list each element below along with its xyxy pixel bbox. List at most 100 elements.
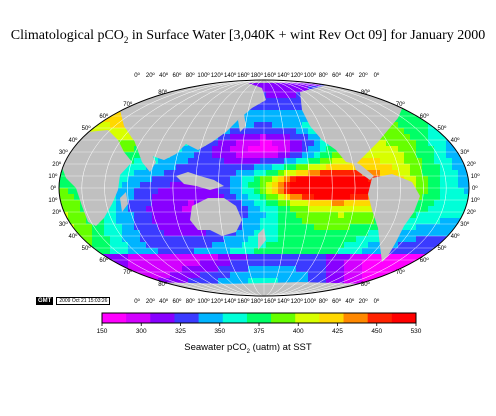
grid-cell [470, 278, 476, 284]
lat-label-right: 30º [460, 221, 470, 228]
grid-cell [200, 242, 207, 249]
grid-cell [86, 86, 93, 93]
grid-cell [290, 152, 297, 159]
grid-cell [74, 86, 81, 93]
grid-cell [338, 182, 345, 189]
grid-cell [410, 104, 417, 111]
grid-cell [470, 116, 476, 122]
grid-cell [158, 212, 165, 219]
grid-cell [242, 212, 249, 219]
lon-label-bottom: 80º [186, 298, 196, 305]
grid-cell [236, 146, 243, 153]
grid-cell [242, 164, 249, 171]
grid-cell [380, 140, 387, 147]
grid-cell [440, 218, 447, 225]
grid-cell [344, 206, 351, 213]
grid-cell [272, 206, 279, 213]
grid-cell [380, 134, 387, 141]
grid-cell [164, 218, 171, 225]
grid-cell [284, 224, 291, 231]
grid-cell [188, 164, 195, 171]
grid-cell [374, 266, 381, 273]
grid-cell [410, 290, 417, 296]
grid-cell [410, 224, 417, 231]
grid-cell [464, 284, 469, 291]
grid-cell [428, 140, 435, 147]
lat-label-left: 60º [99, 257, 109, 264]
grid-cell [296, 86, 303, 93]
lat-label-left: 30º [59, 149, 69, 156]
grid-cell [392, 86, 399, 93]
grid-cell [416, 278, 423, 285]
grid-cell [320, 170, 327, 177]
grid-cell [386, 296, 392, 302]
grid-cell [296, 248, 303, 255]
grid-cell [296, 146, 303, 153]
grid-cell [410, 212, 417, 219]
grid-cell [308, 176, 315, 183]
grid-cell [110, 236, 117, 243]
lon-label-bottom: 60º [172, 298, 182, 305]
colorbar-swatch [150, 313, 175, 323]
grid-cell [194, 164, 201, 171]
lat-label-left: 30º [59, 221, 69, 228]
grid-cell [404, 146, 411, 153]
grid-cell [320, 164, 327, 171]
grid-cell [272, 194, 279, 201]
grid-cell [332, 182, 339, 189]
grid-cell [266, 164, 273, 171]
grid-cell [62, 176, 69, 183]
grid-cell [296, 176, 303, 183]
grid-cell [86, 110, 93, 117]
grid-cell [170, 80, 177, 87]
grid-cell [194, 248, 201, 255]
grid-cell [80, 104, 87, 111]
grid-cell [440, 260, 447, 267]
grid-cell [404, 248, 411, 255]
grid-cell [458, 248, 465, 255]
grid-cell [128, 86, 135, 93]
grid-cell [158, 224, 165, 231]
grid-cell [146, 218, 153, 225]
grid-cell [302, 272, 309, 279]
grid-cell [272, 200, 279, 207]
grid-cell [344, 278, 351, 285]
grid-cell [362, 218, 369, 225]
grid-cell [122, 170, 129, 177]
grid-cell [338, 194, 345, 201]
grid-cell [356, 248, 363, 255]
grid-cell [134, 92, 141, 99]
grid-cell [410, 158, 417, 165]
grid-cell [80, 272, 87, 279]
grid-cell [452, 86, 459, 93]
grid-cell [386, 140, 393, 147]
grid-cell [266, 134, 273, 141]
grid-cell [230, 188, 237, 195]
grid-cell [332, 170, 339, 177]
colorbar-tick-label: 400 [293, 328, 304, 335]
grid-cell [260, 146, 267, 153]
grid-cell [458, 278, 465, 285]
grid-cell [248, 152, 255, 159]
grid-cell [128, 92, 135, 99]
grid-cell [284, 110, 291, 117]
grid-cell [176, 230, 183, 237]
grid-cell [362, 176, 369, 183]
grid-cell [272, 110, 279, 117]
gmt-logo: GMT [36, 297, 54, 305]
grid-cell [290, 116, 297, 123]
grid-cell [302, 164, 309, 171]
grid-cell [110, 290, 117, 296]
grid-cell [422, 146, 429, 153]
grid-cell [230, 194, 237, 201]
grid-cell [140, 254, 147, 261]
grid-cell [116, 116, 123, 123]
grid-cell [290, 224, 297, 231]
grid-cell [356, 278, 363, 285]
grid-cell [80, 98, 87, 105]
grid-cell [200, 152, 207, 159]
grid-cell [308, 218, 315, 225]
grid-cell [362, 236, 369, 243]
grid-cell [254, 266, 261, 273]
grid-cell [452, 272, 459, 279]
